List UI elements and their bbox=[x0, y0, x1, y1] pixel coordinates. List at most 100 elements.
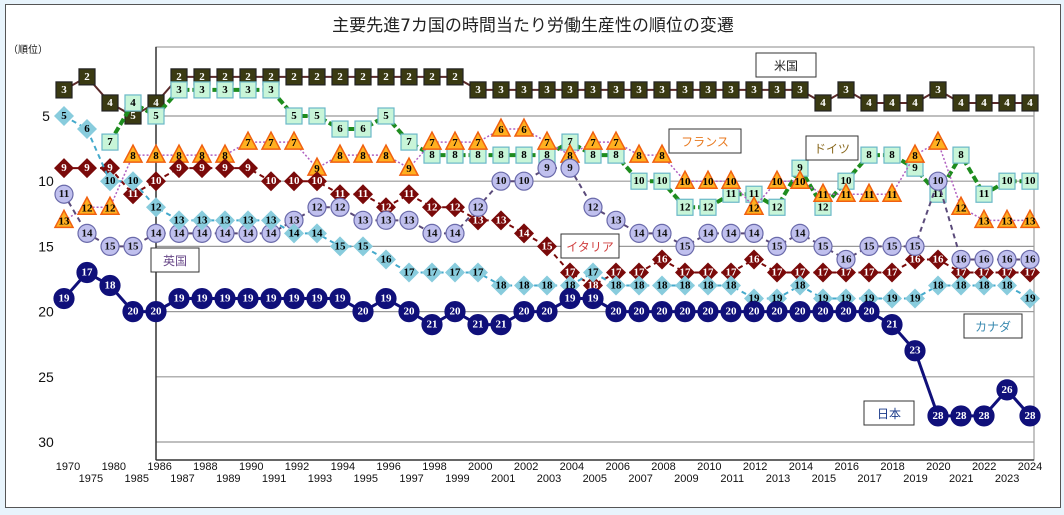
data-point-marker bbox=[53, 208, 75, 229]
data-point-marker bbox=[974, 249, 994, 270]
data-point-marker bbox=[513, 301, 535, 323]
data-point-marker bbox=[423, 68, 441, 86]
data-label: 2 bbox=[291, 71, 297, 83]
data-label: 9 bbox=[406, 163, 412, 175]
x-tick-label: 2014 bbox=[789, 461, 813, 473]
data-point-marker bbox=[308, 68, 326, 86]
x-tick-label: 1992 bbox=[285, 461, 309, 473]
data-point-marker bbox=[283, 130, 305, 150]
data-label: 3 bbox=[751, 84, 757, 96]
data-label: 20 bbox=[795, 306, 807, 318]
legend-box bbox=[805, 135, 859, 161]
data-point-marker bbox=[743, 301, 765, 323]
data-point-marker bbox=[950, 405, 972, 427]
data-point-marker bbox=[100, 236, 120, 256]
y-tick-label: 15 bbox=[38, 238, 54, 254]
data-point-marker bbox=[997, 275, 1017, 296]
data-point-marker bbox=[168, 287, 190, 310]
data-point-marker bbox=[260, 130, 282, 150]
data-label: 13 bbox=[1025, 215, 1037, 227]
data-point-marker bbox=[99, 195, 121, 216]
data-label: 20 bbox=[151, 306, 163, 318]
data-point-marker bbox=[768, 81, 786, 99]
data-point-marker bbox=[905, 236, 925, 256]
data-label: 10 bbox=[634, 175, 646, 187]
data-label: 9 bbox=[314, 163, 320, 175]
data-label: 8 bbox=[199, 150, 205, 162]
data-label: 2 bbox=[245, 71, 251, 83]
data-label: 19 bbox=[864, 293, 876, 305]
data-point-marker bbox=[123, 171, 143, 192]
data-point-marker bbox=[790, 275, 810, 296]
x-tick-label: 2015 bbox=[812, 473, 836, 485]
data-point-marker bbox=[998, 172, 1016, 190]
data-label: 19 bbox=[910, 293, 922, 305]
data-label: 18 bbox=[680, 280, 692, 292]
data-label: 18 bbox=[565, 280, 577, 292]
x-tick-label: 2002 bbox=[514, 461, 538, 473]
data-label: 20 bbox=[772, 306, 784, 318]
data-point-marker bbox=[859, 262, 879, 283]
data-point-marker bbox=[515, 81, 533, 99]
x-tick-label: 1970 bbox=[56, 461, 80, 473]
data-label: 3 bbox=[590, 84, 596, 96]
data-point-marker bbox=[215, 210, 235, 231]
data-point-marker bbox=[239, 81, 257, 99]
data-point-marker bbox=[124, 94, 142, 112]
data-point-marker bbox=[101, 133, 119, 151]
data-label: 8 bbox=[153, 150, 159, 162]
data-point-marker bbox=[583, 197, 603, 217]
data-label: 18 bbox=[496, 280, 508, 292]
data-label: 2 bbox=[337, 71, 343, 83]
data-point-marker bbox=[354, 68, 372, 86]
data-label: 19 bbox=[243, 293, 255, 305]
data-label: 15 bbox=[105, 240, 117, 252]
legend-label: フランス bbox=[681, 135, 729, 149]
legend-イタリア: イタリア bbox=[560, 233, 620, 259]
data-point-marker bbox=[607, 81, 625, 99]
data-label: 21 bbox=[887, 319, 898, 331]
data-label: 11 bbox=[726, 188, 736, 200]
data-point-marker bbox=[376, 210, 396, 230]
data-label: 19 bbox=[312, 293, 324, 305]
data-point-marker bbox=[699, 81, 717, 99]
data-label: 17 bbox=[1002, 266, 1014, 278]
chart-title: 主要先進7カ国の時間当たり労働生産性の順位の変遷 bbox=[332, 16, 734, 36]
data-point-marker bbox=[927, 130, 949, 150]
data-label: 10 bbox=[795, 176, 807, 188]
data-point-marker bbox=[651, 301, 673, 323]
data-point-marker bbox=[1021, 94, 1039, 112]
data-point-marker bbox=[329, 143, 351, 163]
data-label: 10 bbox=[680, 176, 692, 188]
data-label: 12 bbox=[335, 201, 347, 213]
data-label: 16 bbox=[956, 253, 968, 265]
x-tick-label: 1985 bbox=[124, 473, 148, 485]
data-label: 14 bbox=[634, 227, 646, 239]
y-tick-label: 30 bbox=[38, 434, 54, 450]
data-point-marker bbox=[422, 197, 442, 218]
data-label: 17 bbox=[887, 266, 899, 278]
data-label: 17 bbox=[680, 266, 692, 278]
legend-box bbox=[963, 313, 1023, 339]
data-point-marker bbox=[628, 301, 650, 323]
data-label: 12 bbox=[105, 202, 117, 214]
data-point-marker bbox=[146, 223, 166, 243]
data-label: 10 bbox=[128, 175, 140, 187]
data-point-marker bbox=[973, 208, 995, 229]
data-label: 10 bbox=[266, 175, 278, 187]
data-label: 10 bbox=[519, 175, 531, 187]
data-point-marker bbox=[330, 197, 350, 217]
data-label: 15 bbox=[335, 240, 347, 252]
data-point-marker bbox=[353, 184, 373, 205]
data-label: 19 bbox=[197, 293, 209, 305]
x-tick-label: 2010 bbox=[697, 461, 721, 473]
data-label: 19 bbox=[1025, 293, 1037, 305]
data-label: 17 bbox=[956, 266, 968, 278]
data-point-marker bbox=[929, 81, 947, 99]
data-point-marker bbox=[766, 301, 788, 323]
data-point-marker bbox=[145, 301, 167, 323]
legend-日本: 日本 bbox=[863, 400, 915, 426]
data-label: 18 bbox=[588, 280, 600, 292]
data-label: 9 bbox=[222, 162, 228, 174]
